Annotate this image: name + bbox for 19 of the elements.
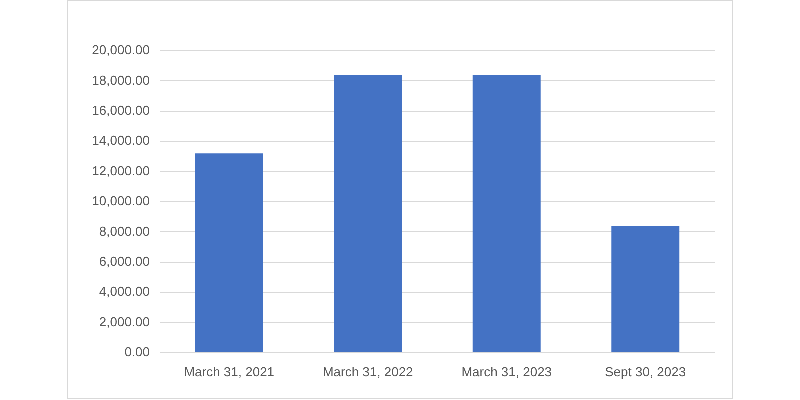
bar	[195, 154, 264, 352]
y-tick-label: 20,000.00	[92, 42, 150, 58]
y-tick-label: 0.00	[124, 344, 150, 360]
y-tick-label: 8,000.00	[99, 224, 150, 239]
y-tick-label: 10,000.00	[92, 194, 150, 209]
x-tick-label: Sept 30, 2023	[605, 364, 686, 380]
y-tick-label: 14,000.00	[92, 133, 150, 148]
y-tick-label: 2,000.00	[99, 314, 150, 330]
bar	[334, 75, 402, 352]
x-tick-label: March 31, 2023	[462, 364, 552, 380]
y-tick-label: 6,000.00	[99, 254, 150, 269]
y-tick-label: 4,000.00	[99, 284, 150, 300]
y-tick-label: 16,000.00	[92, 102, 150, 118]
y-tick-label: 18,000.00	[92, 72, 150, 88]
x-tick-label: March 31, 2021	[184, 364, 275, 380]
bar	[472, 75, 541, 352]
y-tick-label: 12,000.00	[92, 163, 150, 178]
x-tick-label: March 31, 2022	[322, 364, 414, 380]
bar	[612, 226, 680, 352]
